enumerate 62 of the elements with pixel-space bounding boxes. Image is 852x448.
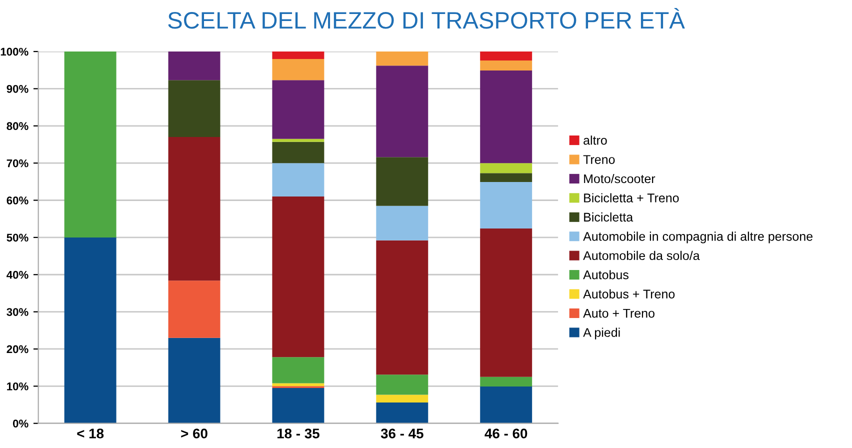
bar <box>376 206 428 240</box>
bar <box>272 357 324 384</box>
bar <box>480 60 532 70</box>
y-tick-label: 90% <box>6 84 28 93</box>
legend-label: A piedi <box>583 328 620 340</box>
legend-label: Automobile da solo/a <box>583 250 700 260</box>
y-tick-label: 10% <box>7 382 28 390</box>
legend-label: Autobus <box>583 270 628 280</box>
bar <box>168 80 220 138</box>
bar <box>272 142 324 164</box>
bar <box>480 163 532 174</box>
bar <box>168 338 220 424</box>
bar <box>272 138 324 142</box>
bar <box>480 376 532 387</box>
legend-label: Bicicletta <box>584 212 634 222</box>
legend-label: Automobile in compagnia di altre persone <box>583 232 813 244</box>
y-tick-label: 30% <box>6 308 28 316</box>
bar <box>376 394 428 403</box>
bar <box>480 228 532 377</box>
y-tick-label: 100% <box>0 48 28 56</box>
bar <box>272 383 324 386</box>
bar <box>272 58 324 80</box>
bar <box>480 173 532 182</box>
y-tick-label: 0% <box>13 420 28 428</box>
bar <box>480 182 532 229</box>
chart-title: SCELTA DEL MEZZO DI TRASPORTO PER ETÀ <box>168 8 685 29</box>
bar <box>272 52 324 59</box>
bar <box>272 163 324 197</box>
bar <box>480 70 532 164</box>
x-tick-label: 36 - 45 <box>380 428 424 438</box>
legend-label: Auto + Treno <box>583 308 654 318</box>
bar <box>272 388 324 424</box>
y-tick-label: 50% <box>6 234 28 242</box>
bar <box>168 137 220 281</box>
bar <box>272 80 324 139</box>
bar <box>480 386 532 424</box>
y-tick-label: 40% <box>6 270 28 279</box>
bar <box>168 52 220 80</box>
bar <box>168 280 220 338</box>
y-tick-label: 70% <box>6 159 28 168</box>
x-tick-label: 46 - 60 <box>484 428 528 438</box>
legend-label: Bicicletta + Treno <box>584 193 679 202</box>
bar <box>376 374 428 395</box>
legend-label: altro <box>584 136 607 145</box>
y-tick-label: 20% <box>6 345 28 354</box>
legend-label: Autobus + Treno <box>583 289 675 298</box>
x-tick-label: > 60 <box>181 428 208 438</box>
bar <box>64 237 116 424</box>
bar <box>376 402 428 424</box>
legend-label: Treno <box>583 155 615 164</box>
x-tick-label: 18 - 35 <box>277 428 320 438</box>
bar <box>272 196 324 358</box>
y-tick-label: 60% <box>6 196 28 204</box>
bar <box>376 52 428 66</box>
y-tick-label: 80% <box>6 122 28 130</box>
bar <box>376 66 428 158</box>
bar <box>64 52 116 238</box>
bar <box>376 240 428 375</box>
bar <box>376 157 428 206</box>
legend-label: Moto/scooter <box>584 174 656 184</box>
bar <box>480 52 532 60</box>
x-tick-label: < 18 <box>77 428 104 438</box>
